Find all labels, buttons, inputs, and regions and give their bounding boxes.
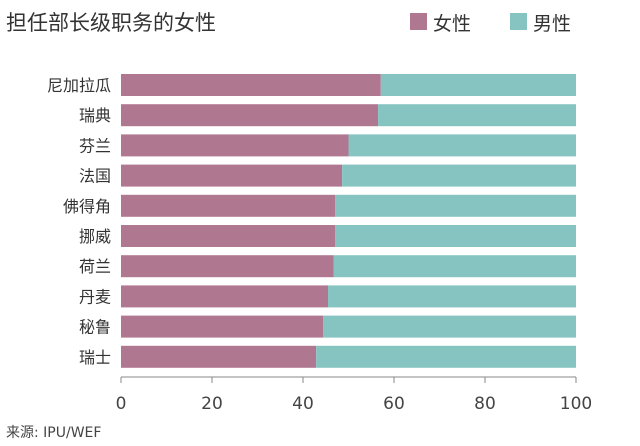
bar-male-7: [328, 285, 576, 308]
x-axis: 0 20 40 60 80 100: [116, 376, 592, 414]
x-tick-label: 20: [201, 394, 223, 414]
category-label: 丹麦: [79, 287, 111, 306]
bar-female-8: [121, 315, 324, 338]
bar-male-5: [335, 225, 576, 247]
category-label: 挪威: [79, 227, 111, 246]
x-tick-label: 60: [383, 394, 405, 414]
bar-male-9: [316, 345, 576, 368]
bar-female-6: [121, 255, 334, 278]
chart-title: 担任部长级职务的女性: [6, 11, 216, 35]
category-label: 瑞典: [79, 106, 111, 125]
bar-female-4: [121, 194, 336, 217]
x-tick-label: 80: [474, 394, 496, 414]
bar-female-1: [121, 104, 379, 127]
category-label: 佛得角: [63, 197, 111, 216]
bar-male-1: [378, 104, 576, 127]
bar-male-4: [335, 194, 576, 217]
x-tick-label: 40: [292, 394, 314, 414]
category-label: 芬兰: [79, 136, 111, 155]
bar-female-2: [121, 134, 349, 157]
x-tick-label: 0: [116, 394, 127, 414]
bar-male-0: [380, 74, 576, 96]
bar-female-7: [121, 285, 329, 308]
category-label: 荷兰: [79, 257, 111, 276]
bar-male-2: [348, 134, 576, 157]
bar-male-8: [323, 315, 576, 338]
category-label: 尼加拉瓜: [47, 76, 111, 95]
category-label: 瑞士: [79, 348, 111, 367]
legend-swatch-male: [510, 13, 527, 30]
bars: [121, 74, 576, 368]
bar-male-6: [333, 255, 576, 278]
bar-female-3: [121, 164, 343, 187]
bar-female-0: [121, 74, 381, 96]
bar-female-5: [121, 225, 336, 247]
category-label: 秘鲁: [79, 318, 111, 337]
legend-swatch-female: [410, 13, 427, 30]
bar-male-3: [342, 164, 576, 187]
legend-label-female: 女性: [433, 13, 471, 35]
legend: 女性 男性: [410, 13, 571, 35]
x-tick-label: 100: [560, 394, 592, 414]
source-note: 来源: IPU/WEF: [6, 425, 101, 441]
legend-label-male: 男性: [533, 13, 571, 35]
category-label: 法国: [79, 167, 111, 186]
bar-female-9: [121, 345, 317, 368]
